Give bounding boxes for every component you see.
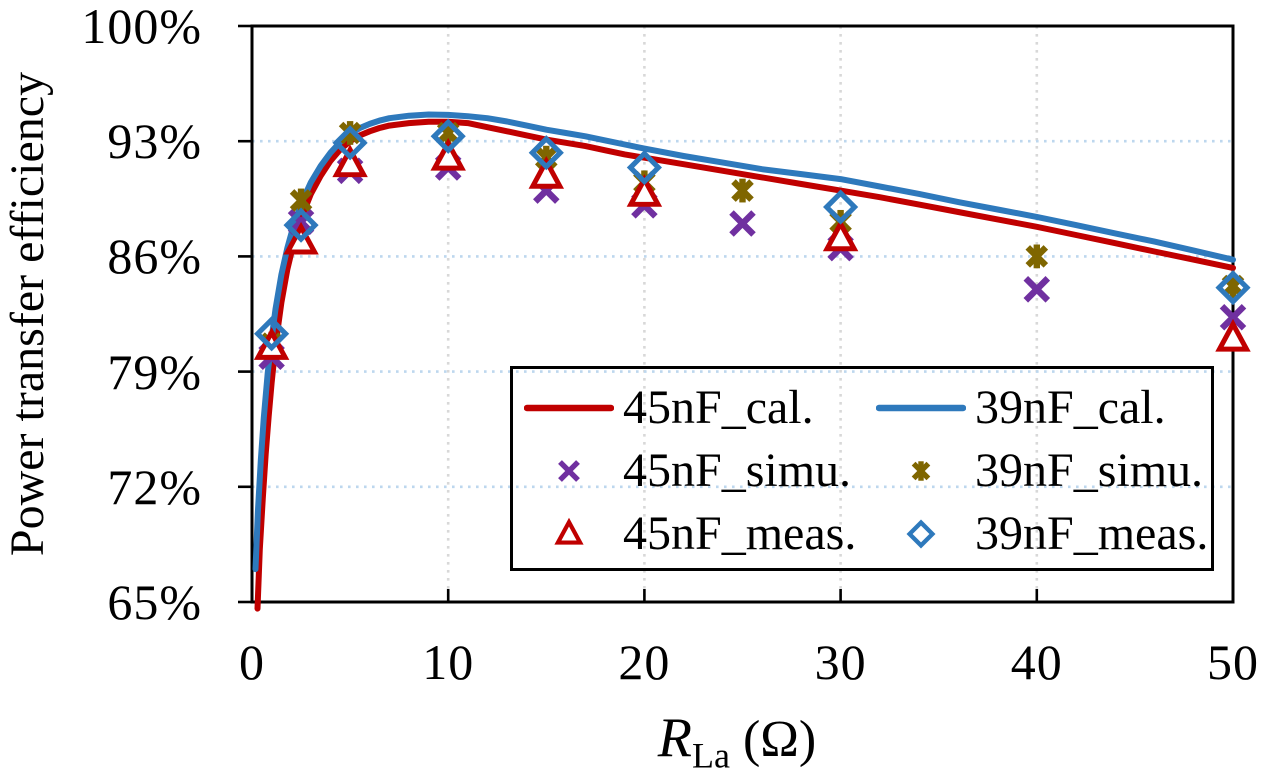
legend-item-39nF_cal.: 39nF_cal. <box>875 376 1211 439</box>
marker-diamond <box>1215 270 1251 306</box>
x-tick-label: 0 <box>239 634 265 690</box>
y-tick-label: 100% <box>81 0 202 54</box>
marker-diamond <box>332 125 368 161</box>
marker-triangle <box>332 144 368 178</box>
x-axis-unit: (Ω) <box>729 711 817 768</box>
x-tick-label: 20 <box>618 634 671 690</box>
legend-triangle-icon <box>554 517 584 545</box>
legend-marker <box>523 452 615 490</box>
legend-item-45nF_cal.: 45nF_cal. <box>523 376 875 439</box>
x-tick-label: 50 <box>1207 634 1259 690</box>
y-tick-label: 93% <box>107 113 202 170</box>
x-tick-label: 40 <box>1010 634 1063 690</box>
legend-item-45nF_simu.: 45nF_simu. <box>523 439 875 502</box>
legend-label: 39nF_cal. <box>975 380 1166 434</box>
y-tick-label: 65% <box>107 574 202 630</box>
marker-x <box>1023 276 1051 303</box>
legend-label: 45nF_meas. <box>623 506 857 560</box>
legend-marker <box>875 515 967 553</box>
y-tick-label: 86% <box>107 228 202 285</box>
legend-line-swatch <box>524 404 614 411</box>
legend-item-39nF_meas.: 39nF_meas. <box>875 502 1211 565</box>
marker-asterisk <box>1025 244 1049 269</box>
legend-item-39nF_simu.: 39nF_simu. <box>875 439 1211 502</box>
legend-diamond-icon <box>906 519 936 548</box>
marker-asterisk <box>338 121 362 145</box>
marker-x <box>558 459 580 482</box>
marker-diamond <box>626 149 662 186</box>
x-tick-label: 30 <box>814 634 867 690</box>
marker-diamond <box>906 519 936 548</box>
series-scatter-45nF_simu. <box>258 154 1247 371</box>
marker-diamond <box>528 135 564 171</box>
marker-triangle <box>554 517 584 545</box>
marker-asterisk <box>731 178 754 203</box>
legend-label: 45nF_cal. <box>623 380 814 434</box>
series-scatter-45nF_meas. <box>253 137 1251 360</box>
marker-triangle <box>822 218 859 252</box>
marker-diamond <box>430 118 466 154</box>
marker-triangle <box>1215 318 1251 352</box>
x-axis-symbol-subscript: La <box>691 735 730 776</box>
marker-diamond <box>283 207 319 243</box>
series-line-45nF_cal. <box>254 118 1236 612</box>
legend-line-swatch <box>876 404 966 411</box>
legend-asterisk-icon <box>911 460 931 481</box>
legend-label: 39nF_meas. <box>975 506 1209 560</box>
legend-label: 45nF_simu. <box>623 443 852 497</box>
legend-marker <box>875 388 967 428</box>
marker-diamond <box>823 189 859 225</box>
legend-marker <box>523 515 615 553</box>
marker-triangle <box>626 174 663 207</box>
legend-marker <box>875 452 967 490</box>
marker-asterisk <box>911 460 931 481</box>
legend: 45nF_cal. 39nF_cal. 45nF_simu. 39nF_simu. 45… <box>510 366 1214 571</box>
marker-diamond <box>254 316 290 352</box>
legend-label: 39nF_simu. <box>975 443 1204 497</box>
legend-x-icon <box>558 459 580 482</box>
x-tick-label: 10 <box>422 634 475 690</box>
marker-x <box>729 210 756 237</box>
marker-triangle <box>528 156 565 189</box>
marker-x <box>1219 304 1247 331</box>
series-scatter-39nF_meas. <box>254 118 1251 352</box>
y-tick-label: 72% <box>107 458 202 515</box>
legend-marker <box>523 388 615 428</box>
y-tick-label: 79% <box>107 343 202 400</box>
marker-triangle <box>430 137 466 171</box>
x-axis-symbol: R <box>657 707 692 769</box>
legend-item-45nF_meas.: 45nF_meas. <box>523 502 875 565</box>
x-axis-title: RLa (Ω) <box>537 707 937 773</box>
